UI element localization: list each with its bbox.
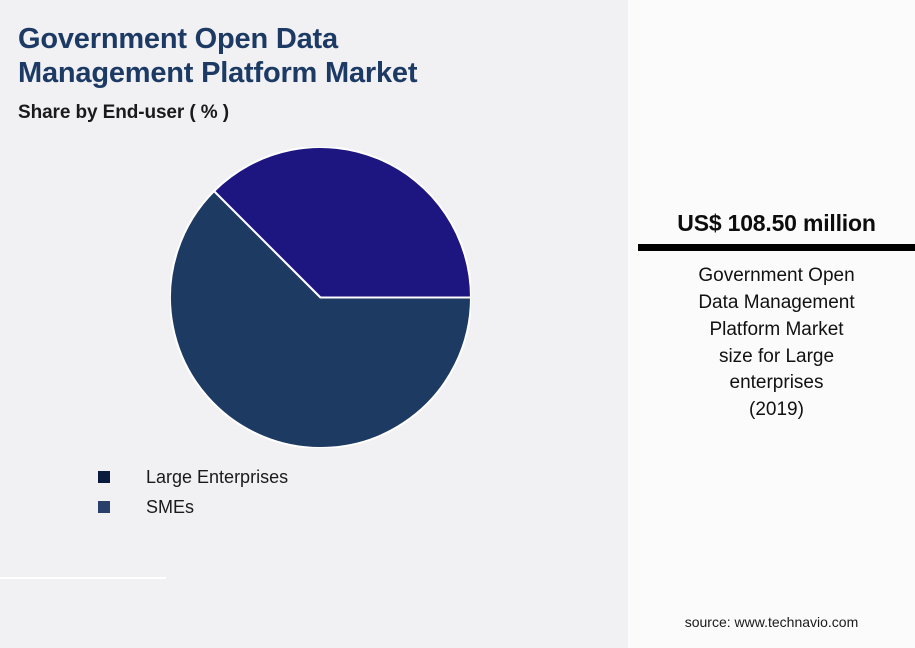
page-subtitle: Share by End-user ( % ) <box>18 102 229 124</box>
legend-swatch-icon <box>98 501 110 513</box>
legend-item-smes[interactable]: SMEs <box>98 492 518 522</box>
callout-panel: US$ 108.50 million Government Open Data … <box>628 0 915 648</box>
chart-legend: Large Enterprises SMEs <box>98 462 518 522</box>
title-block: Government Open Data Management Platform… <box>18 22 598 124</box>
legend-item-label: Large Enterprises <box>146 466 289 487</box>
callout-description: Government Open Data Management Platform… <box>698 264 855 421</box>
callout-underline <box>638 243 915 251</box>
source-attribution: source: www.technavio.com <box>684 614 859 630</box>
pie-slice-group <box>170 147 471 448</box>
legend-item-large-enterprises[interactable]: Large Enterprises <box>98 462 518 492</box>
callout-block: US$ 108.50 million Government Open Data … <box>638 210 915 424</box>
legend-swatch-icon <box>98 471 110 483</box>
legend-item-label: SMEs <box>146 496 195 517</box>
page-title: Government Open Data Management Platform… <box>18 23 418 90</box>
pie-chart <box>170 147 471 448</box>
chart-panel: Government Open Data Management Platform… <box>0 22 598 579</box>
callout-value: US$ 108.50 million <box>677 210 876 236</box>
pie-chart-svg <box>170 147 471 448</box>
divider <box>0 577 166 579</box>
pie-slice[interactable] <box>212 147 471 299</box>
pie-slice[interactable] <box>170 189 471 448</box>
